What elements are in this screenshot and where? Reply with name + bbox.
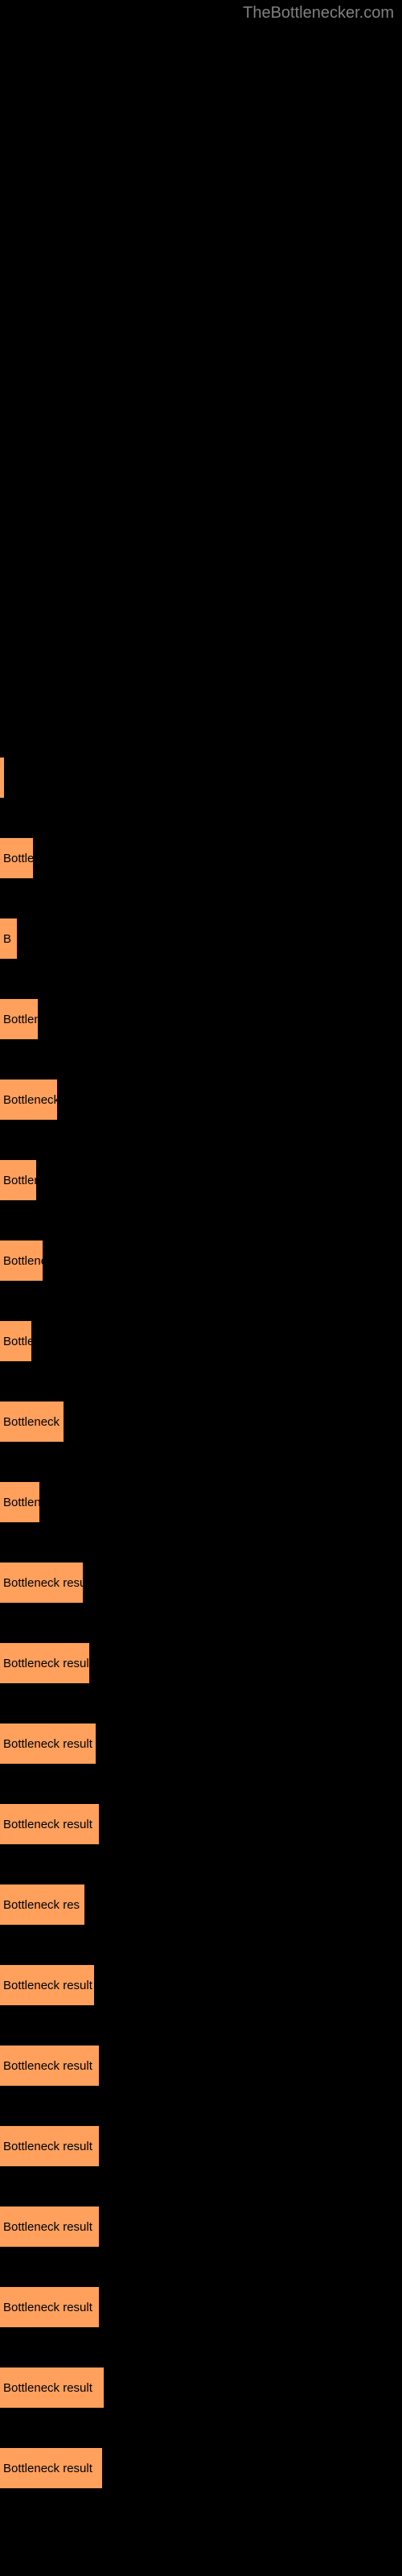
bar: Bottleneck res (0, 1884, 85, 1926)
bar-row: Bottleneck result (0, 1642, 402, 1684)
bar-label: Bottleneck result (3, 2381, 92, 2395)
bar-label: Bottleneck result (3, 1657, 90, 1670)
bar-row: Bottleneck result (0, 1803, 402, 1845)
bar-row: Bottlen (0, 998, 402, 1040)
bar: Bottleneck result (0, 1723, 96, 1765)
bar: Bottleneck (0, 1401, 64, 1443)
bar: Bottleneck result (0, 2447, 103, 2489)
bar-row: Bottle (0, 1320, 402, 1362)
bar: Bottleneck resu (0, 1562, 84, 1604)
bar: Bottleneck result (0, 1803, 100, 1845)
bar-label: Bottleneck (3, 1415, 59, 1429)
bar-row: Bottlene (0, 1240, 402, 1282)
bar-label: Bottleneck result (3, 2462, 92, 2475)
bar-row: Bottleneck result (0, 2286, 402, 2328)
bar: Bottleneck result (0, 2286, 100, 2328)
bar-row: Bottleneck result (0, 2367, 402, 2409)
bar-label: Bottlene (3, 1254, 43, 1268)
bar-label: Bottleneck result (3, 2220, 92, 2234)
bar-row: Bottleneck result (0, 1723, 402, 1765)
bar-label: Bottlen (3, 1013, 39, 1026)
bar: Bottlen (0, 1481, 40, 1523)
bar: Bottle (0, 837, 34, 879)
bar-label: Bottle (3, 852, 34, 865)
bar-label: Bottleneck result (3, 2059, 92, 2073)
bar: Bottleneck result (0, 1964, 95, 2006)
bar (0, 757, 5, 799)
bar-label: Bottleneck resu (3, 1576, 84, 1590)
bar: Bottlene (0, 1240, 43, 1282)
bar: Bottlen (0, 1159, 37, 1201)
bar-row: B (0, 918, 402, 960)
bar-row: Bottlen (0, 1159, 402, 1201)
bar-label: Bottleneck result (3, 2140, 92, 2153)
watermark: TheBottlenecker.com (243, 4, 394, 23)
bar-row: Bottleneck result (0, 2206, 402, 2248)
bar-row: Bottle (0, 837, 402, 879)
bar-label: Bottleneck result (3, 1818, 92, 1831)
bar: Bottleneck result (0, 1642, 90, 1684)
bar: Bottleneck (0, 1079, 58, 1121)
bar: Bottlen (0, 998, 39, 1040)
bar: Bottleneck result (0, 2045, 100, 2087)
bar-row: Bottleneck resu (0, 1562, 402, 1604)
bar-label: Bottlen (3, 1496, 40, 1509)
bar-label: Bottle (3, 1335, 32, 1348)
bar-chart: Bottle B Bottlen Bottleneck Bottlen Bottlene B… (0, 0, 402, 2489)
bar-row: Bottlen (0, 1481, 402, 1523)
bar-row: Bottleneck (0, 1079, 402, 1121)
bar-row: Bottleneck res (0, 1884, 402, 1926)
bar-label: Bottleneck (3, 1093, 58, 1107)
bar-label: Bottleneck result (3, 1737, 92, 1751)
bar: Bottle (0, 1320, 32, 1362)
bar: Bottleneck result (0, 2125, 100, 2167)
bar-row: Bottleneck (0, 1401, 402, 1443)
bar-row: Bottleneck result (0, 2447, 402, 2489)
bar-row: Bottleneck result (0, 2125, 402, 2167)
bar-label: Bottleneck result (3, 2301, 92, 2314)
bar: Bottleneck result (0, 2367, 105, 2409)
bar: B (0, 918, 18, 960)
bar-label: B (3, 932, 11, 946)
bar-row: Bottleneck result (0, 2045, 402, 2087)
bar-row (0, 757, 402, 799)
bar-row: Bottleneck result (0, 1964, 402, 2006)
bar: Bottleneck result (0, 2206, 100, 2248)
bar-label: Bottlen (3, 1174, 37, 1187)
bar-label: Bottleneck res (3, 1898, 80, 1912)
bar-label: Bottleneck result (3, 1979, 92, 1992)
